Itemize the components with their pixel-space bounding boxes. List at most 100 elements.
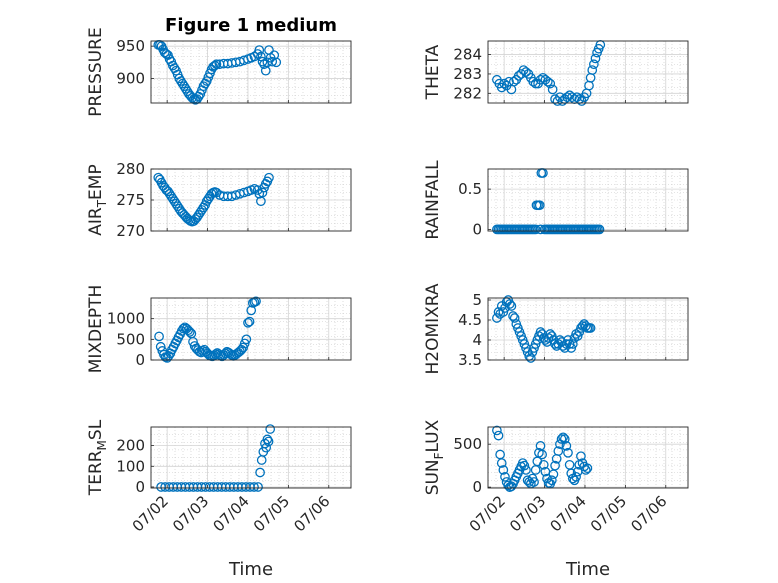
data-point [553,446,564,456]
data-point [257,56,268,67]
data-point [528,76,539,87]
data-point [567,92,577,103]
data-point [547,84,558,95]
data-point [159,349,169,360]
data-point [244,316,255,327]
data-point [580,465,591,475]
data-point [500,471,510,482]
data-point [211,59,222,70]
data-point [163,186,173,197]
y-axis-label: THETA [423,44,443,100]
axes-frame [150,426,352,489]
axes-air-temp: 270 275 280 AIRTEMP [86,160,352,240]
data-point [509,313,520,323]
y-tick-label: 100 [116,457,145,475]
y-tick-label: 0 [472,478,482,496]
data-point [559,434,570,444]
data-point [558,432,569,443]
y-tick-label: 200 [116,437,145,455]
data-point [265,424,276,434]
axes-frame [150,40,352,104]
y-tick-label: 284 [453,46,482,64]
y-axis-label: PRESSURE [86,27,106,116]
data-point [233,347,244,358]
y-tick-label: 0.5 [458,180,482,198]
y-axis-label: MIXDEPTH [86,285,106,374]
data-point [498,465,509,475]
data-point [529,477,539,487]
axes-frame [487,168,689,232]
y-tick-label: 0 [472,220,482,238]
data-point [171,198,181,209]
data-point [545,329,556,339]
y-tick-label: 500 [116,330,145,348]
data-point [594,224,605,235]
data-point [534,200,545,211]
data-point [239,338,250,349]
data-point [246,305,257,316]
data-point [254,45,265,55]
data-point [513,71,524,81]
data-point [164,188,175,199]
data-point [161,49,172,59]
data-point [271,57,282,68]
y-tick-label: 1000 [107,310,145,328]
data-point [567,339,578,349]
data-point [249,482,259,492]
axes-rainfall: 0 0.5 RAINFALL [423,160,689,240]
data-point [262,434,273,445]
data-point [519,460,530,471]
axes-frame [150,297,352,361]
data-point [508,311,518,321]
data-point [153,172,164,183]
data-point [209,60,220,71]
data-point [183,325,194,336]
data-point [589,59,599,70]
data-point [263,436,274,447]
data-point [493,430,504,441]
y-tick-label: 500 [453,435,482,453]
data-point [585,323,596,333]
data-point [167,193,178,204]
data-point [264,172,274,183]
data-point [269,50,280,61]
data-point [176,76,186,86]
data-point [198,81,209,92]
data-point [506,301,517,311]
data-point [166,191,177,202]
y-tick-label: 950 [116,37,145,55]
data-point [556,434,567,444]
y-tick-label: 3.5 [458,351,482,369]
data-point [208,61,219,72]
data-point [504,299,515,309]
data-point [524,477,535,487]
axes-frame [487,297,689,361]
y-tick-label: 275 [116,191,145,209]
data-point [525,353,536,363]
data-point [172,201,183,212]
y-tick-label: 280 [116,160,145,178]
data-point [542,473,552,484]
figure-title: Figure 1 medium [165,15,337,36]
y-tick-label: 4 [472,331,482,349]
data-point [267,56,278,67]
data-point [179,81,189,92]
axes-frame [487,40,689,104]
y-tick-label: 0 [135,351,145,369]
data-point [197,205,207,215]
data-point [537,449,547,460]
data-point [542,76,553,87]
data-point [590,53,601,64]
data-point [571,471,581,482]
data-point [535,74,546,85]
axes-pressure: 900 950 PRESSURE [86,27,352,117]
data-point [562,92,573,103]
data-point [193,210,204,220]
data-point [195,207,206,218]
axes-frame [150,168,352,232]
data-point [563,447,573,458]
